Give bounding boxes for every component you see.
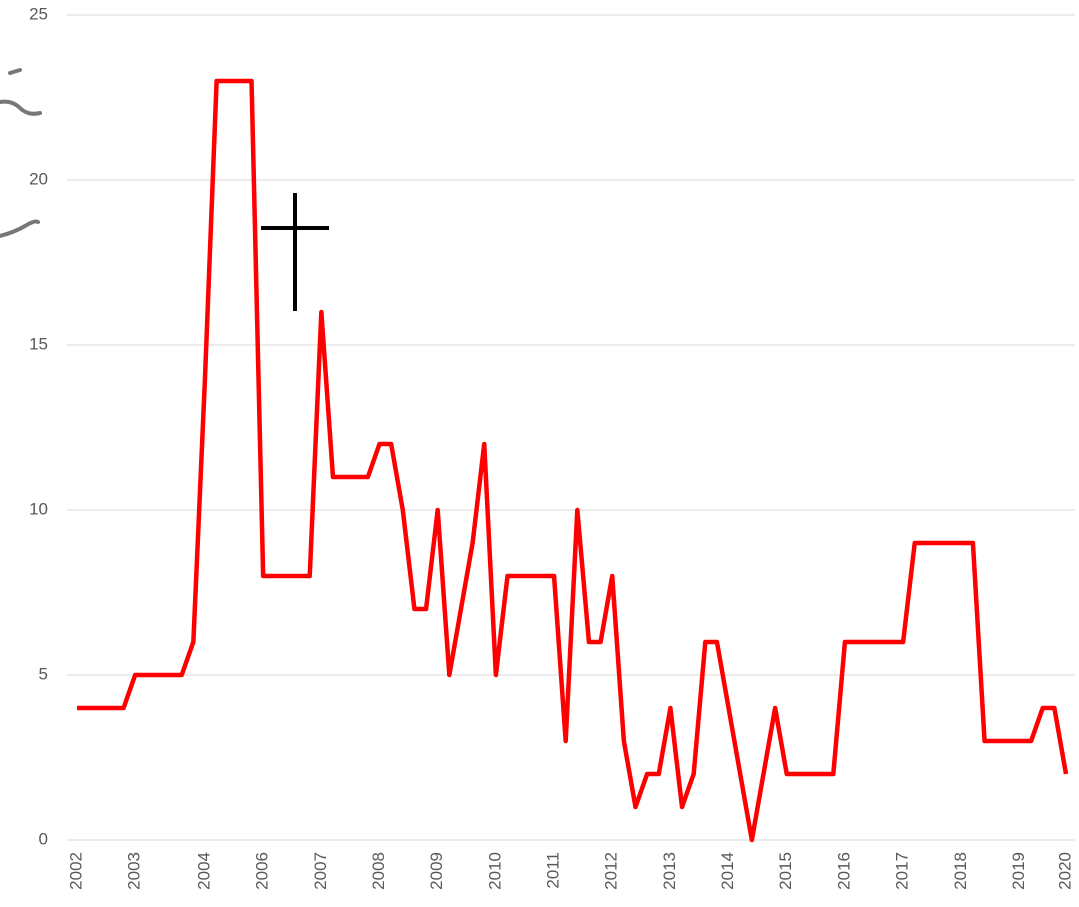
scribbles	[0, 68, 42, 238]
y-tick-label: 10	[29, 499, 48, 518]
x-tick-label: 2012	[602, 852, 621, 890]
y-tick-label: 5	[39, 664, 48, 683]
y-tick-label: 25	[29, 4, 48, 23]
y-tick-label: 20	[29, 169, 48, 188]
x-tick-label: 2006	[253, 852, 272, 890]
x-tick-label: 2014	[718, 852, 737, 890]
x-tick-label: 2003	[125, 852, 144, 890]
x-tick-label: 2008	[369, 852, 388, 890]
y-tick-label: 0	[39, 829, 48, 848]
x-tick-label: 2020	[1055, 852, 1074, 890]
cross-annotation	[261, 193, 329, 311]
x-tick-label: 2016	[834, 852, 853, 890]
x-tick-label: 2004	[194, 852, 213, 890]
x-tick-label: 2018	[951, 852, 970, 890]
x-tick-label: 2002	[66, 852, 85, 890]
x-tick-label: 2007	[311, 852, 330, 890]
x-tick-label: 2013	[660, 852, 679, 890]
x-tick-label: 2009	[427, 852, 446, 890]
x-tick-label: 2017	[893, 852, 912, 890]
x-tick-label: 2011	[544, 852, 563, 889]
x-tick-label: 2010	[485, 852, 504, 890]
y-tick-label: 15	[29, 334, 48, 353]
data-line	[77, 78, 1069, 843]
x-tick-label: 2019	[1009, 852, 1028, 890]
x-tick-label: 2015	[776, 852, 795, 890]
